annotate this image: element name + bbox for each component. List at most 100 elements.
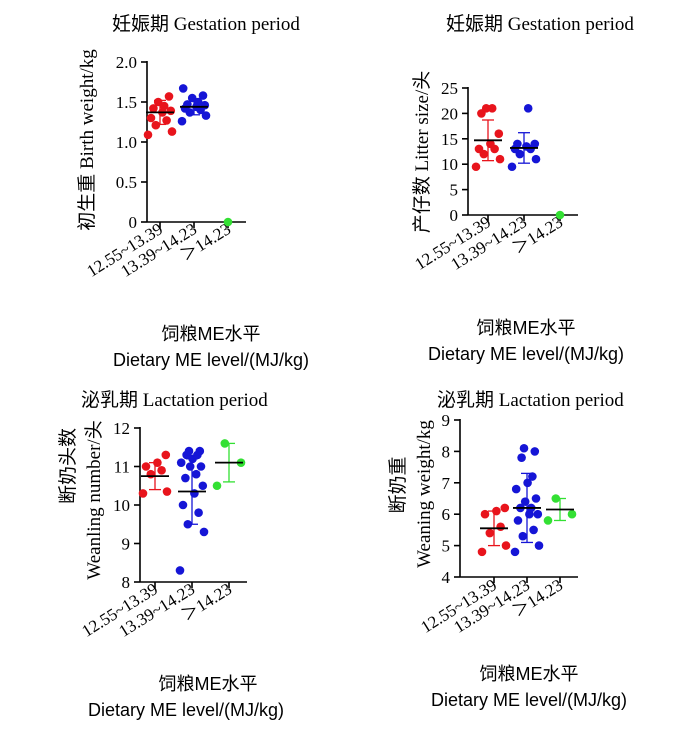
data-point xyxy=(220,439,230,448)
data-point xyxy=(522,142,531,151)
data-point xyxy=(534,541,544,550)
y-tick-label: 0 xyxy=(129,213,138,232)
data-point xyxy=(519,443,529,453)
data-point xyxy=(162,116,171,125)
data-point xyxy=(551,494,561,503)
data-point xyxy=(138,489,148,498)
data-point xyxy=(196,462,206,471)
data-point xyxy=(198,481,208,491)
data-point xyxy=(143,130,153,140)
data-point xyxy=(517,453,526,462)
data-point xyxy=(477,547,487,557)
data-point xyxy=(507,162,517,172)
data-point xyxy=(149,104,158,113)
data-point xyxy=(485,528,495,538)
x-axis-label: Dietary ME level/(MJ/kg) xyxy=(431,690,627,710)
data-point xyxy=(146,469,156,479)
y-tick-label: 25 xyxy=(441,79,458,98)
y-axis-label: Weaning weight/kg xyxy=(414,420,435,568)
x-axis-label: Dietary ME level/(MJ/kg) xyxy=(88,700,284,720)
data-point xyxy=(162,487,172,496)
y-tick-label: 1.0 xyxy=(116,133,137,152)
data-point xyxy=(496,522,505,532)
data-point xyxy=(500,503,510,513)
y-tick-label: 9 xyxy=(442,411,451,430)
y-axis-label: 断奶重 xyxy=(387,456,409,513)
y-tick-label: 12 xyxy=(113,419,130,438)
chart-panel: 泌乳期 Lactation period 断奶重 Weaning weight/kg… xyxy=(387,389,627,710)
data-point xyxy=(501,541,511,550)
data-point xyxy=(520,497,530,506)
y-tick-label: 8 xyxy=(442,442,451,461)
y-tick-label: 8 xyxy=(122,573,131,592)
data-point xyxy=(212,481,222,491)
data-point xyxy=(187,93,197,103)
data-point xyxy=(523,478,532,488)
data-point xyxy=(157,466,166,475)
data-point xyxy=(195,446,205,456)
data-point xyxy=(531,494,541,503)
data-point xyxy=(530,139,540,149)
chart-title: 泌乳期 Lactation period xyxy=(437,389,624,411)
data-point xyxy=(543,516,553,525)
y-tick-label: 15 xyxy=(441,130,458,149)
x-axis-label: 饲粮ME水平 xyxy=(480,664,579,684)
data-point xyxy=(495,154,505,164)
data-point xyxy=(190,489,199,498)
data-point xyxy=(141,462,151,471)
chart-title: 妊娠期 Gestation period xyxy=(446,13,634,35)
y-tick-label: 7 xyxy=(442,474,451,493)
y-axis-label: 初生重 Birth weight/kg xyxy=(76,49,98,231)
y-axis-label: 产仔数 Litter size/头 xyxy=(411,71,433,234)
chart-panel: 妊娠期 Gestation period 初生重 Birth weight/kg 0… xyxy=(76,13,309,370)
data-point xyxy=(567,509,577,519)
x-axis-label: Dietary ME level/(MJ/kg) xyxy=(113,350,309,370)
x-axis-label: 饲粮ME水平 xyxy=(162,324,261,344)
data-point xyxy=(555,210,565,220)
data-point xyxy=(167,127,177,136)
y-axis-label: Weanling number/头 xyxy=(83,420,105,579)
y-tick-label: 9 xyxy=(122,535,131,554)
data-point xyxy=(153,458,162,467)
data-point xyxy=(531,154,541,164)
data-point xyxy=(185,462,195,471)
x-axis-label: Dietary ME level/(MJ/kg) xyxy=(428,344,624,364)
y-tick-label: 6 xyxy=(442,505,451,524)
chart-title: 泌乳期 Lactation period xyxy=(81,389,268,411)
data-point xyxy=(199,527,209,537)
x-axis-label: 饲粮ME水平 xyxy=(159,674,258,694)
data-point xyxy=(194,508,203,517)
data-point xyxy=(533,509,543,519)
data-point xyxy=(151,120,161,130)
data-point xyxy=(523,104,533,113)
y-tick-label: 10 xyxy=(441,155,458,174)
data-point xyxy=(474,144,484,154)
data-point xyxy=(178,500,188,510)
data-point xyxy=(513,139,522,149)
y-tick-label: 1.5 xyxy=(116,93,137,112)
data-point xyxy=(513,516,523,525)
data-point xyxy=(492,506,501,516)
data-point xyxy=(161,450,171,460)
y-tick-label: 11 xyxy=(114,458,130,477)
data-point xyxy=(175,566,185,575)
data-point xyxy=(164,92,174,101)
y-tick-label: 4 xyxy=(442,568,451,587)
data-point xyxy=(177,116,187,126)
data-point xyxy=(486,139,495,149)
data-point xyxy=(481,104,491,113)
data-point xyxy=(191,469,201,479)
data-point xyxy=(487,104,497,113)
y-tick-label: 0.5 xyxy=(116,173,137,192)
chart-panel: 妊娠期 Gestation period 产仔数 Litter size/头 0 5 1… xyxy=(411,13,634,364)
x-axis-label: 饲粮ME水平 xyxy=(477,318,576,338)
data-point xyxy=(153,97,163,107)
data-point xyxy=(183,519,193,529)
y-tick-label: 2.0 xyxy=(116,53,137,72)
y-tick-label: 20 xyxy=(441,104,458,123)
data-point xyxy=(530,447,540,456)
y-axis-label: 断奶头数 xyxy=(57,428,79,504)
data-point xyxy=(201,111,211,120)
y-tick-label: 10 xyxy=(113,496,130,515)
